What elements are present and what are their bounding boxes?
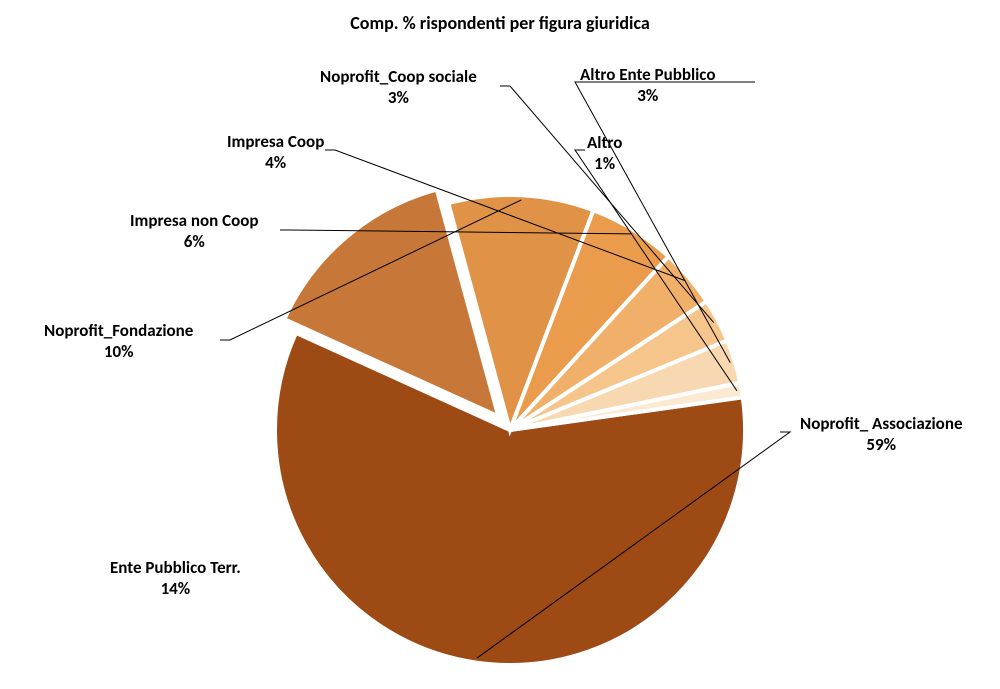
slice-label-name: Impresa Coop <box>227 131 324 152</box>
slice-label-pct: 3% <box>580 85 715 106</box>
slice-label-pct: 6% <box>130 231 259 252</box>
slice-label-pct: 10% <box>44 341 193 362</box>
slice-label-pct: 14% <box>110 578 241 599</box>
slice-label-name: Noprofit_ Associazione <box>800 413 963 434</box>
slice-label: Altro Ente Pubblico3% <box>580 64 715 107</box>
slice-label-name: Altro <box>587 132 622 153</box>
slice-label-name: Noprofit_Coop sociale <box>320 66 477 87</box>
slice-label: Impresa Coop4% <box>227 131 324 174</box>
slice-label-pct: 1% <box>587 153 622 174</box>
slice-label-name: Impresa non Coop <box>130 210 259 231</box>
slice-label-name: Noprofit_Fondazione <box>44 320 193 341</box>
slice-label-pct: 59% <box>800 434 963 455</box>
slice-label: Noprofit_ Associazione59% <box>800 413 963 456</box>
slice-label-name: Altro Ente Pubblico <box>580 64 715 85</box>
slice-label-pct: 3% <box>320 87 477 108</box>
slice-label: Noprofit_Coop sociale3% <box>320 66 477 109</box>
slice-label: Altro1% <box>587 132 622 175</box>
slice-label-pct: 4% <box>227 152 324 173</box>
slice-label: Noprofit_Fondazione10% <box>44 320 193 363</box>
pie-chart-container: Comp. % rispondenti per figura giuridica… <box>0 0 1000 689</box>
slice-label: Ente Pubblico Terr.14% <box>110 557 241 600</box>
slice-label: Impresa non Coop6% <box>130 210 259 253</box>
slice-label-name: Ente Pubblico Terr. <box>110 557 241 578</box>
